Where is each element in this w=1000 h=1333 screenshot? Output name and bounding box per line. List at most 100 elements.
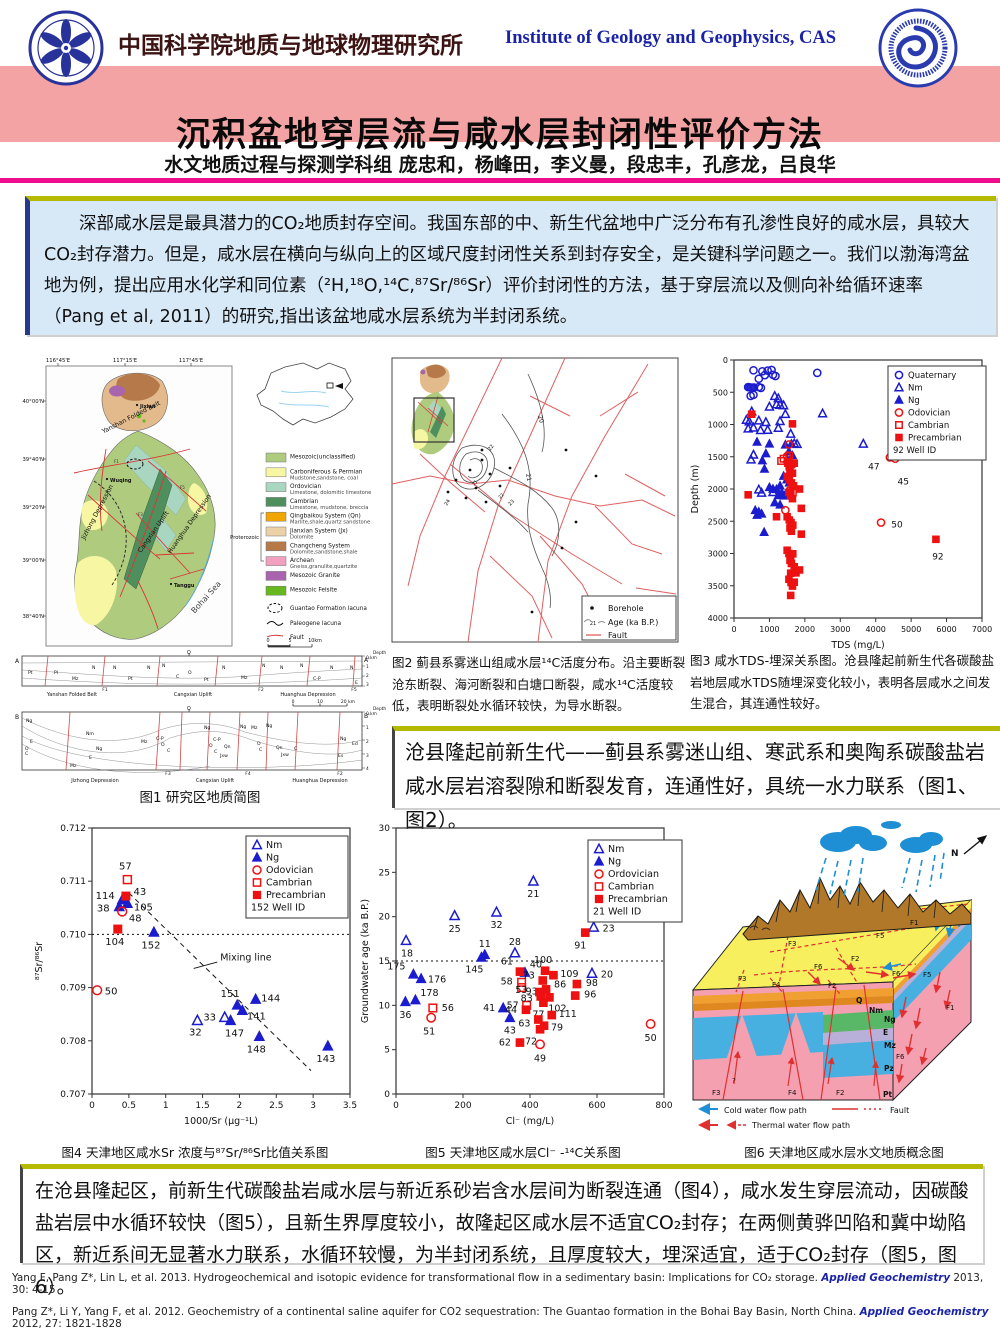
label: Odovician [908, 409, 950, 419]
label: Qingbaikou System (Qn) [290, 514, 361, 520]
data-point [504, 1011, 516, 1023]
label: O [209, 743, 213, 749]
data-point [448, 909, 461, 921]
label: Cambrian [608, 882, 654, 893]
data-point [224, 1014, 237, 1026]
label: 32 [490, 920, 502, 931]
label: 96 [584, 990, 596, 1001]
label: 105 [134, 903, 153, 914]
legend-swatch [265, 452, 287, 463]
label: Jxw [219, 753, 228, 759]
data-point [785, 427, 796, 438]
label: Age (ka B.P.) [608, 618, 658, 627]
label: F2 [836, 1089, 844, 1097]
label: 0.711 [60, 877, 86, 887]
fig1-map: Mesozoic(unclassified) Carboniferous & Pe… [22, 358, 371, 648]
label: 0.709 [60, 984, 86, 994]
label: N [162, 663, 165, 669]
data-point [251, 838, 263, 850]
label: Mesozoic Felsite [290, 588, 337, 594]
label: 39°20'N [22, 505, 44, 511]
label: Jixian [139, 404, 156, 410]
fig4-chart: 0 0.5 1 1.5 2 2.5 3 3.5 0.707 0.708 0.709 0.710 0.71… [34, 824, 357, 1127]
data-point [752, 436, 762, 446]
label: 141 [247, 1011, 266, 1022]
label: 98 [586, 978, 598, 989]
label: 73 [523, 971, 535, 982]
label: 0 [723, 356, 728, 365]
label: 23 [603, 923, 615, 934]
label: 10km [308, 638, 322, 644]
label: N [113, 665, 116, 671]
label: F2 [851, 955, 859, 963]
label: 21 [471, 479, 479, 487]
label: Yanshan Folded Belt [46, 692, 97, 698]
data-point [191, 1013, 204, 1026]
label: F1 [102, 687, 108, 693]
label: F3 [738, 975, 746, 983]
data-point [754, 374, 764, 384]
label: F3 [712, 1089, 720, 1097]
data-point [535, 1039, 546, 1050]
abstract-text: 深部咸水层是最具潜力的CO₂地质封存空间。我国东部的中、新生代盆地中广泛分布有孔… [44, 214, 970, 327]
label: 0 [393, 1101, 399, 1111]
boreholes [446, 448, 598, 614]
data-point [788, 420, 797, 428]
data-point [780, 408, 791, 419]
age-contours [452, 373, 560, 609]
data-point [768, 483, 778, 493]
label: C-P [213, 737, 221, 743]
data-point [759, 463, 770, 473]
label: F1 [946, 1004, 954, 1012]
label: 2 [366, 673, 369, 679]
data-point [121, 891, 131, 901]
label: 51 [423, 1027, 435, 1038]
middle-statement-box: 沧县隆起前新生代——蓟县系雾迷山组、寒武系和奥陶系碳酸盐岩咸水层岩溶裂隙和断裂发… [392, 726, 1000, 832]
conclusion-text: 在沧县隆起区，前新生代碳酸盐岩咸水层与新近系砂岩含水层间为断裂连通（图4），咸水… [35, 1180, 969, 1298]
data-point [789, 481, 798, 490]
label: 0 [384, 1090, 390, 1100]
label: F2 [828, 982, 836, 990]
data-point [517, 977, 527, 987]
data-point [534, 1015, 543, 1024]
data-point [538, 976, 548, 985]
label: 0 km [366, 711, 377, 717]
data-point [894, 394, 904, 404]
label: F6 [814, 963, 823, 971]
data-point [594, 869, 604, 879]
legend-swatch [265, 467, 287, 478]
label: Pt [28, 670, 33, 676]
label: 117°45'E [179, 358, 204, 364]
data-point [252, 878, 262, 887]
label: 77 [532, 1010, 544, 1021]
label: Groundwater age (ka B.P.) [360, 899, 371, 1023]
label: 1500 [708, 453, 728, 462]
igg-spiral-icon [896, 25, 938, 70]
data-point [746, 391, 756, 401]
label: N [280, 665, 283, 671]
label: N [951, 849, 959, 859]
label: F5 [876, 932, 884, 940]
label: Cangxian Uplift [174, 692, 212, 698]
label: Guantao Formation lacuna [290, 606, 367, 612]
label: 1000 [759, 625, 779, 634]
legend-swatch [265, 585, 287, 596]
fig3-caption: 图3 咸水TDS-埋深关系图。沧县隆起前新生代各碳酸盐岩地层咸水TDS随埋深变化… [690, 653, 995, 711]
label: Mixing line [220, 952, 271, 963]
label: Ng [908, 396, 920, 406]
label: Ordovician [608, 869, 659, 880]
chart-legend-box [245, 835, 349, 919]
label: Proterozoic [230, 535, 259, 541]
label: Mudstone,sandstone, coal [290, 475, 358, 481]
label: 10 [379, 1001, 391, 1011]
label: N [147, 665, 150, 671]
label: 39°40'N [22, 457, 44, 463]
label: N [300, 663, 303, 669]
label: F4 [772, 981, 781, 989]
label: E [355, 680, 358, 686]
data-point [586, 966, 598, 978]
label: 148 [247, 1045, 266, 1056]
data-point [788, 494, 797, 503]
data-point [322, 1039, 334, 1051]
